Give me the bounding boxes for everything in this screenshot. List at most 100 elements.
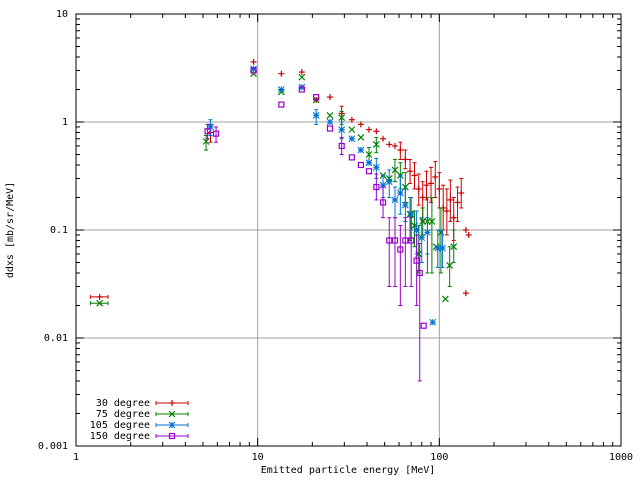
data-point: [418, 234, 426, 242]
marker-stroke: [96, 299, 104, 307]
error-bar: [447, 246, 452, 287]
data-point: [441, 295, 449, 303]
ticks: 1 10 100 1000 0.001 0.01 0.1 1 10: [38, 9, 633, 463]
data-point: [407, 168, 414, 175]
marker-stroke: [168, 410, 176, 418]
data-point: [348, 126, 356, 134]
x-tick-label: 1000: [609, 452, 633, 463]
marker-stroke: [338, 126, 346, 134]
data-point: [96, 293, 103, 300]
marker-stroke: [439, 244, 446, 252]
series-3: [207, 65, 446, 326]
data-point: [250, 58, 257, 65]
y-tick-label: 1: [62, 117, 68, 128]
data-point: [380, 135, 387, 142]
error-bar: [409, 217, 414, 287]
marker-stroke: [429, 318, 437, 326]
data-point: [458, 190, 465, 197]
data-point: [202, 138, 210, 145]
data-point: [373, 183, 380, 191]
x-tick-label: 10: [252, 452, 264, 463]
x-axis-label: Emitted particle energy [MeV]: [261, 465, 436, 476]
data-point: [365, 151, 373, 158]
data-point: [212, 130, 220, 137]
data-point: [413, 257, 420, 264]
series-4: [204, 67, 427, 382]
data-point: [385, 178, 393, 186]
data-point: [391, 142, 398, 149]
legend-label: 105 degree: [90, 420, 150, 431]
marker-stroke: [326, 118, 334, 126]
marker-stroke: [391, 166, 399, 174]
series-layer: [89, 58, 472, 382]
legend-marker: [169, 400, 175, 406]
legend-marker: [168, 410, 176, 418]
error-bar: [387, 217, 392, 287]
data-point: [313, 94, 320, 101]
data-point: [423, 182, 430, 189]
data-point: [348, 154, 355, 161]
legend-marker: [168, 432, 176, 440]
data-point: [391, 237, 399, 244]
data-point: [413, 226, 421, 234]
data-point: [443, 207, 450, 214]
data-point: [348, 116, 355, 123]
data-point: [447, 196, 454, 203]
data-point: [96, 299, 104, 307]
marker-stroke: [401, 201, 409, 209]
legend-item: 75 degree: [96, 409, 189, 420]
data-point: [278, 101, 285, 108]
data-point: [326, 118, 334, 126]
data-point: [357, 133, 365, 141]
legend-label: 75 degree: [96, 409, 150, 420]
marker-stroke: [298, 73, 306, 81]
legend-marker: [168, 421, 176, 429]
data-point: [428, 180, 435, 187]
y-axis-label: ddxs [mb/sr/MeV]: [5, 182, 16, 278]
marker-stroke: [338, 114, 346, 121]
data-point: [365, 126, 372, 133]
data-point: [439, 244, 446, 252]
legend-item: 30 degree: [96, 398, 189, 409]
data-point: [379, 199, 387, 206]
error-bar: [392, 217, 397, 287]
data-point: [312, 112, 320, 119]
error-bar: [205, 123, 210, 140]
marker-stroke: [396, 189, 404, 197]
marker-stroke: [418, 234, 426, 242]
data-point: [424, 229, 431, 236]
data-point: [411, 172, 418, 179]
data-point: [420, 322, 427, 329]
marker-stroke: [428, 218, 436, 225]
data-point: [401, 201, 409, 209]
marker-stroke: [365, 159, 373, 167]
data-point: [365, 168, 373, 175]
data-point: [386, 237, 393, 244]
data-point: [415, 185, 422, 192]
data-point: [373, 128, 380, 135]
legend-item: 105 degree: [90, 420, 189, 431]
data-point: [397, 246, 404, 253]
y-tick-label: 0.001: [38, 441, 68, 452]
marker-stroke: [441, 295, 449, 303]
data-point: [416, 269, 423, 277]
data-point: [446, 261, 454, 269]
error-bar: [381, 186, 386, 219]
data-point: [465, 231, 472, 238]
data-point: [462, 290, 469, 297]
data-point: [357, 121, 364, 128]
data-point: [432, 173, 439, 180]
data-point: [365, 159, 373, 167]
grid: [76, 14, 621, 446]
marker-stroke: [365, 151, 373, 158]
data-point: [298, 86, 305, 93]
data-point: [372, 163, 380, 171]
data-point: [429, 318, 437, 326]
error-bar: [214, 126, 219, 143]
data-point: [402, 237, 409, 244]
series-1: [89, 58, 472, 300]
marker-stroke: [450, 243, 458, 251]
